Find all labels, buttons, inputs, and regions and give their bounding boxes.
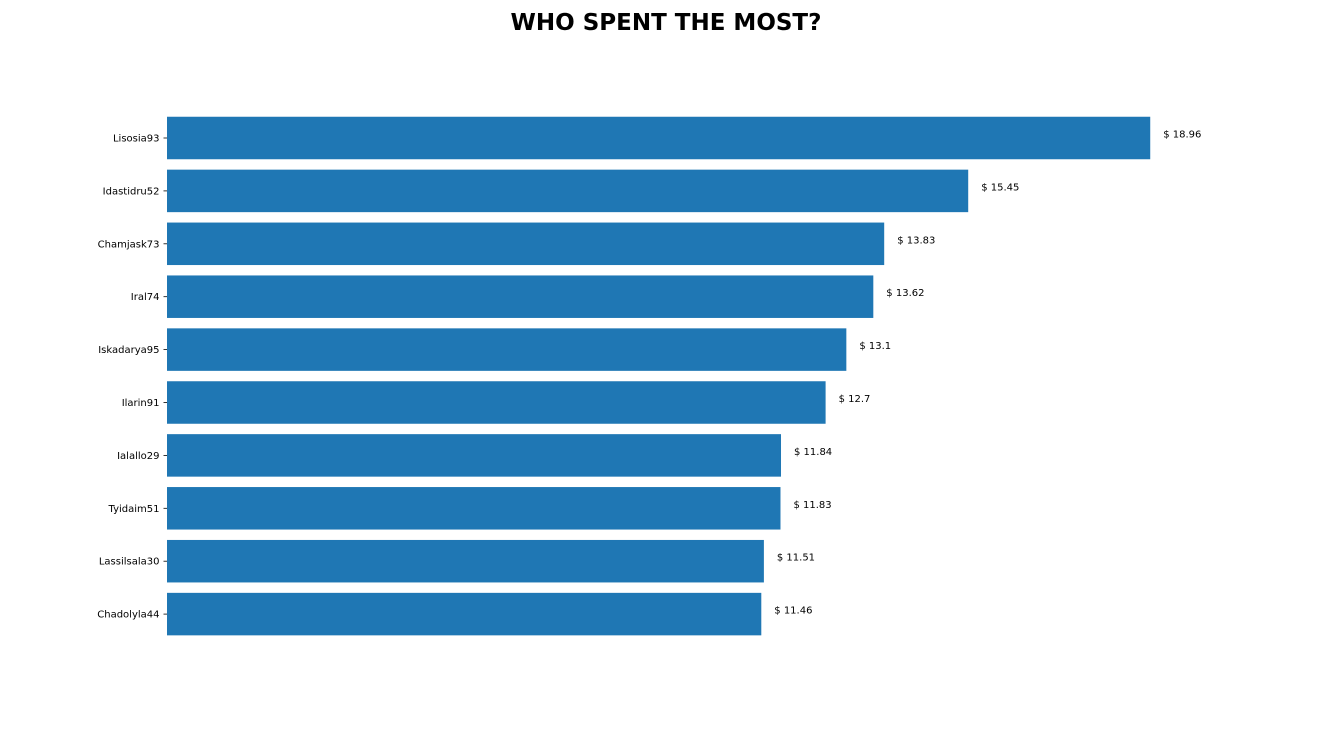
y-tick-label: Lisosia93 (113, 134, 160, 145)
bar (167, 539, 764, 583)
y-tick-label: Ialallo29 (117, 451, 159, 462)
bar (167, 275, 874, 318)
y-tick-label: Iral74 (131, 292, 160, 303)
value-label: $ 15.45 (981, 182, 1019, 193)
bar (167, 222, 885, 266)
y-tick-label: Chadolyla44 (97, 610, 159, 621)
chart-title: WHO SPENT THE MOST? (510, 10, 822, 36)
value-label: $ 11.46 (774, 606, 812, 617)
bars-layer (167, 116, 1151, 636)
value-label: $ 13.83 (897, 235, 935, 246)
value-label: $ 11.83 (793, 500, 831, 511)
bar (167, 592, 762, 636)
bar (167, 381, 826, 424)
value-label: $ 11.84 (794, 447, 832, 458)
value-label: $ 18.96 (1163, 130, 1201, 141)
bar (167, 116, 1151, 160)
y-tick-label: Ilarin91 (122, 398, 160, 409)
bar (167, 487, 781, 530)
y-axis-ticks: Lisosia93 Idastidru52 Chamjask73 Iral74 Iska… (97, 134, 167, 621)
y-tick-label: Tyidaim51 (108, 504, 160, 515)
y-tick-label: Iskadarya95 (98, 345, 159, 356)
value-labels: $ 18.96 $ 15.45 $ 13.83 $ 13.62 $ 13.1 $ 12.7… (774, 130, 1201, 617)
bar (167, 328, 847, 371)
value-label: $ 12.7 (839, 394, 871, 405)
value-label: $ 13.62 (886, 288, 924, 299)
value-label: $ 13.1 (859, 341, 891, 352)
bar (167, 434, 782, 477)
y-tick-label: Chamjask73 (98, 239, 160, 250)
y-tick-label: Idastidru52 (103, 186, 160, 197)
y-tick-label: Lassilsala30 (99, 557, 160, 568)
bar (167, 169, 969, 213)
value-label: $ 11.51 (777, 553, 815, 564)
